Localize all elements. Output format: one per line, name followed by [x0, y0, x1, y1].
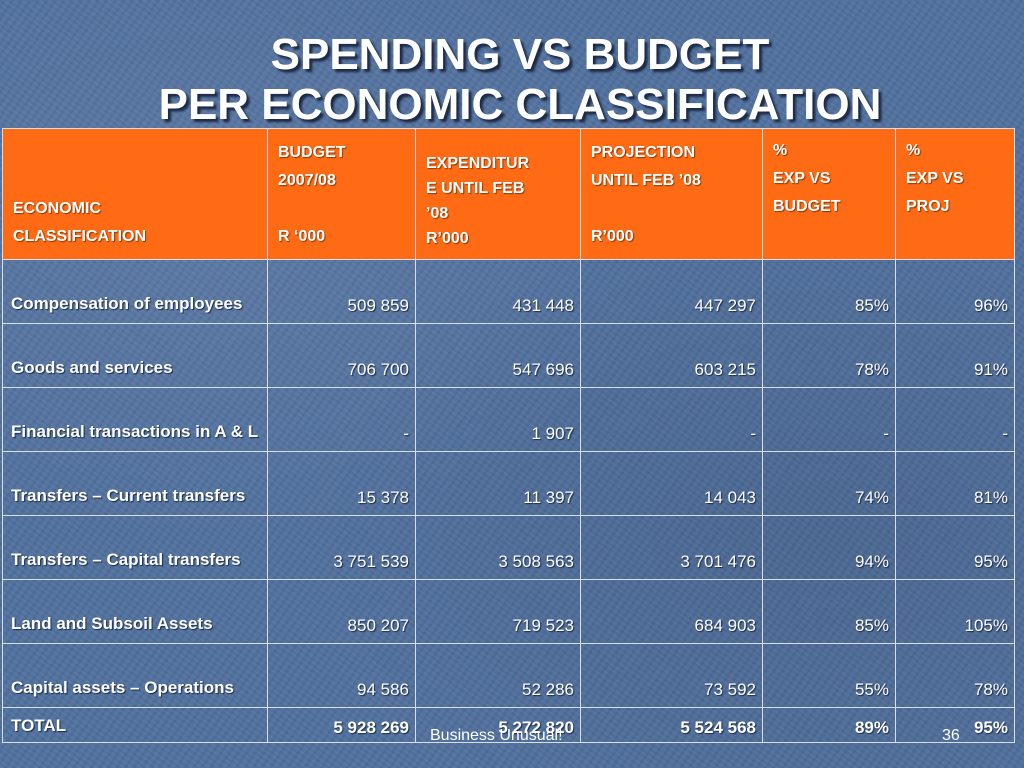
- cell-budget: 15 378: [267, 451, 416, 516]
- table-row: Compensation of employees 509 859 431 44…: [2, 259, 1015, 324]
- table-row: Goods and services 706 700 547 696 603 2…: [2, 323, 1015, 388]
- slide-title-line-2: PER ECONOMIC CLASSIFICATION: [158, 80, 882, 129]
- row-label: Compensation of employees: [2, 259, 268, 324]
- cell-expenditure: 431 448: [415, 259, 581, 324]
- table-row: Capital assets – Operations 94 586 52 28…: [2, 643, 1015, 708]
- header-budget: BUDGET 2007/08 R ‘000: [267, 128, 416, 260]
- header-classification: ECONOMIC CLASSIFICATION: [2, 128, 268, 260]
- total-projection: 5 524 568: [580, 707, 763, 743]
- cell-exp-vs-budget: 94%: [762, 515, 896, 580]
- total-row: TOTAL 5 928 269 5 272 820 5 524 568 89% …: [2, 707, 1015, 743]
- cell-projection: 447 297: [580, 259, 763, 324]
- table-row: Transfers – Current transfers 15 378 11 …: [2, 451, 1015, 516]
- row-label: Transfers – Current transfers: [2, 451, 268, 516]
- row-label: Transfers – Capital transfers: [2, 515, 268, 580]
- row-label: Capital assets – Operations: [2, 643, 268, 708]
- cell-exp-vs-budget: 55%: [762, 643, 896, 708]
- header-exp-vs-budget: % EXP VS BUDGET: [762, 128, 896, 260]
- footer-text: Business Unusual!: [430, 727, 563, 744]
- cell-expenditure: 1 907: [415, 387, 581, 452]
- cell-exp-vs-budget: 74%: [762, 451, 896, 516]
- cell-budget: 94 586: [267, 643, 416, 708]
- cell-exp-vs-proj: 91%: [895, 323, 1015, 388]
- slide-number: 36: [942, 727, 960, 744]
- cell-expenditure: 3 508 563: [415, 515, 581, 580]
- cell-budget: -: [267, 387, 416, 452]
- table-header-row: ECONOMIC CLASSIFICATION BUDGET 2007/08 R…: [2, 128, 1015, 260]
- table-row: Financial transactions in A & L - 1 907 …: [2, 387, 1015, 452]
- cell-budget: 509 859: [267, 259, 416, 324]
- cell-budget: 850 207: [267, 579, 416, 644]
- cell-exp-vs-proj: 105%: [895, 579, 1015, 644]
- cell-exp-vs-proj: 95%: [895, 515, 1015, 580]
- cell-exp-vs-proj: 81%: [895, 451, 1015, 516]
- cell-projection: 684 903: [580, 579, 763, 644]
- cell-projection: 73 592: [580, 643, 763, 708]
- table-row: Transfers – Capital transfers 3 751 539 …: [2, 515, 1015, 580]
- spending-table: ECONOMIC CLASSIFICATION BUDGET 2007/08 R…: [2, 128, 1015, 743]
- cell-exp-vs-budget: 78%: [762, 323, 896, 388]
- cell-expenditure: 547 696: [415, 323, 581, 388]
- cell-exp-vs-budget: 85%: [762, 259, 896, 324]
- cell-expenditure: 719 523: [415, 579, 581, 644]
- table-row: Land and Subsoil Assets 850 207 719 523 …: [2, 579, 1015, 644]
- cell-projection: 603 215: [580, 323, 763, 388]
- cell-budget: 706 700: [267, 323, 416, 388]
- total-exp-vs-budget: 89%: [762, 707, 896, 743]
- cell-exp-vs-budget: 85%: [762, 579, 896, 644]
- header-exp-vs-proj: % EXP VS PROJ: [895, 128, 1015, 260]
- cell-projection: 14 043: [580, 451, 763, 516]
- cell-projection: 3 701 476: [580, 515, 763, 580]
- slide-title-line-1: SPENDING VS BUDGET: [270, 30, 770, 79]
- row-label: Goods and services: [2, 323, 268, 388]
- cell-exp-vs-proj: -: [895, 387, 1015, 452]
- cell-exp-vs-budget: -: [762, 387, 896, 452]
- cell-expenditure: 52 286: [415, 643, 581, 708]
- total-exp-vs-proj: 95%: [895, 707, 1015, 743]
- cell-budget: 3 751 539: [267, 515, 416, 580]
- header-projection: PROJECTION UNTIL FEB ’08 R’000: [580, 128, 763, 260]
- row-label: Financial transactions in A & L: [2, 387, 268, 452]
- cell-projection: -: [580, 387, 763, 452]
- row-label: Land and Subsoil Assets: [2, 579, 268, 644]
- total-budget: 5 928 269: [267, 707, 416, 743]
- total-label: TOTAL: [2, 707, 268, 743]
- cell-expenditure: 11 397: [415, 451, 581, 516]
- cell-exp-vs-proj: 96%: [895, 259, 1015, 324]
- cell-exp-vs-proj: 78%: [895, 643, 1015, 708]
- header-expenditure: EXPENDITUR E UNTIL FEB ’08 R’000: [415, 128, 581, 260]
- slide-title: SPENDING VS BUDGET PER ECONOMIC CLASSIFI…: [0, 30, 1024, 130]
